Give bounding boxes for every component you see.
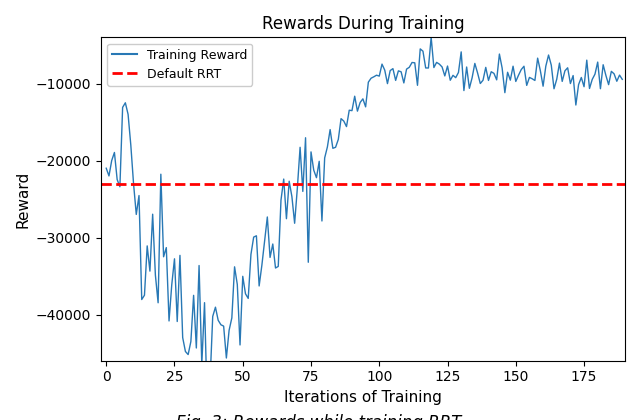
Text: Fig. 3: Rewards while training RRT.: Fig. 3: Rewards while training RRT. (176, 415, 464, 420)
Training Reward (102, 166, 110, 171)
Training Reward (253, 233, 260, 238)
Training Reward (618, 77, 626, 82)
Training Reward (204, 405, 211, 410)
Training Reward (157, 172, 164, 177)
Y-axis label: Reward: Reward (15, 171, 30, 228)
Training Reward (225, 328, 233, 333)
Training Reward (260, 239, 268, 244)
Default RRT (105, 181, 113, 186)
Training Reward (365, 80, 372, 85)
Line: Training Reward: Training Reward (106, 37, 622, 407)
Title: Rewards During Training: Rewards During Training (262, 15, 464, 33)
Training Reward (428, 35, 435, 40)
Legend: Training Reward, Default RRT: Training Reward, Default RRT (107, 44, 252, 86)
X-axis label: Iterations of Training: Iterations of Training (284, 390, 442, 405)
Training Reward (340, 118, 348, 123)
Default RRT (102, 181, 110, 186)
